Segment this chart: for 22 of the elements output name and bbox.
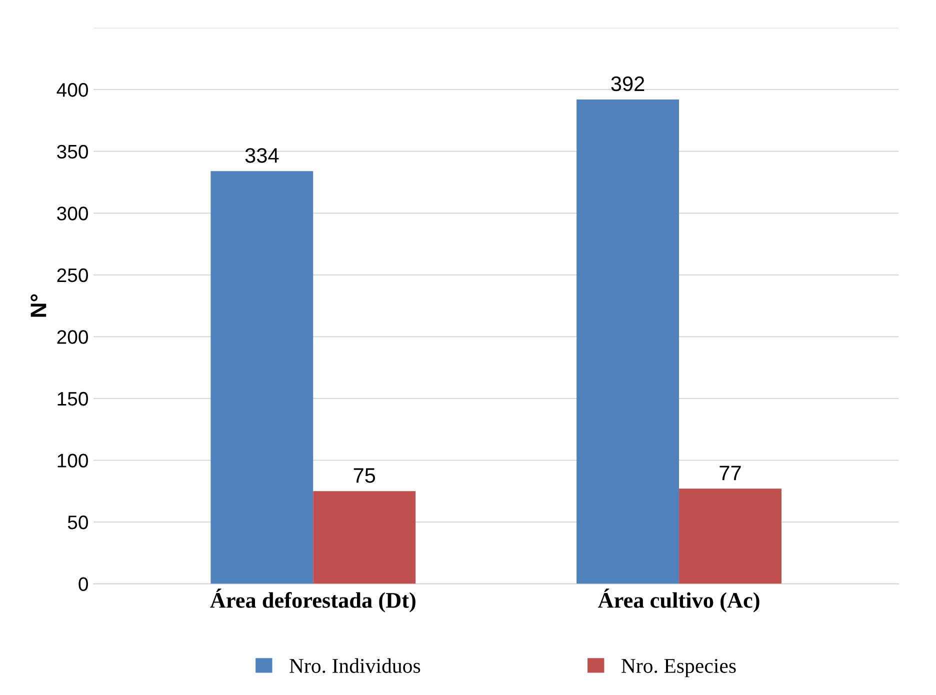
y-tick-label: 100 [58, 454, 88, 468]
y-tick-label: 150 [58, 392, 88, 406]
y-tick-label: 300 [57, 206, 88, 220]
data-label: 392 [611, 76, 644, 92]
x-tick-label: Área cultivo (Ac) [598, 588, 760, 612]
y-tick-label: 400 [56, 83, 88, 97]
y-axis-title: N° [30, 294, 46, 317]
bar [679, 488, 782, 584]
x-tick-label: Área deforestada (Dt) [210, 588, 416, 612]
y-tick-label: 200 [57, 330, 88, 344]
y-tick-label: 250 [57, 268, 88, 282]
data-label: 334 [245, 148, 279, 163]
legend-label: Nro. Especies [621, 658, 736, 678]
legend-label: Nro. Individuos [290, 658, 420, 674]
bar [313, 491, 416, 584]
y-tick-label: 350 [57, 144, 88, 159]
y-tick-label: 0 [78, 577, 88, 592]
data-label: 77 [720, 466, 741, 480]
bar [210, 171, 314, 584]
bar [576, 99, 680, 584]
data-label: 75 [354, 468, 376, 483]
y-tick-label: 50 [68, 515, 88, 530]
